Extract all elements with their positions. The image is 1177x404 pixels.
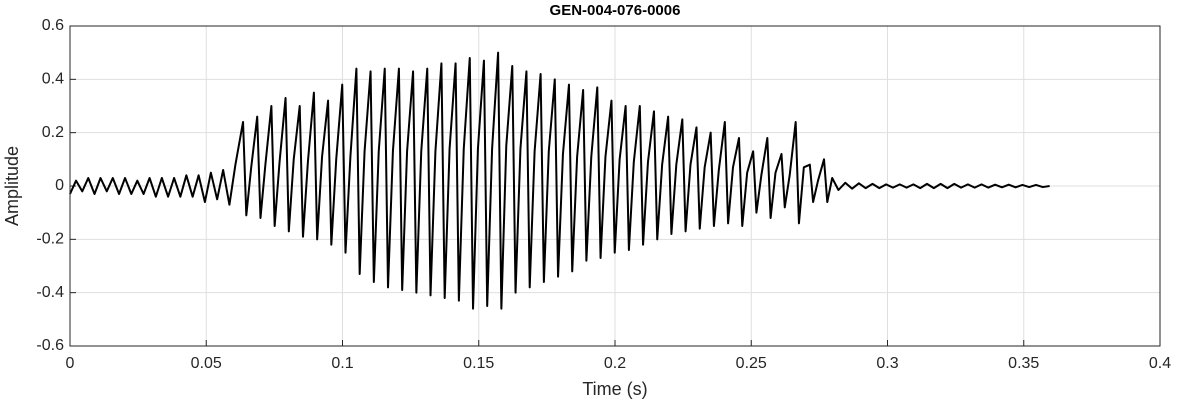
x-tick-label: 0 — [66, 355, 75, 372]
x-tick-label: 0.4 — [1149, 355, 1171, 372]
waveform-line — [69, 51, 1050, 310]
y-tick-label: 0.4 — [42, 71, 64, 88]
x-tick-label: 0.05 — [191, 355, 222, 372]
y-tick-label: 0 — [55, 177, 64, 194]
y-tick-label: 0.2 — [42, 124, 64, 141]
x-tick-label: 0.2 — [604, 355, 626, 372]
plot-border — [69, 25, 1161, 347]
x-tick-label: 0.35 — [1008, 355, 1039, 372]
y-axis-label: Amplitude — [2, 146, 22, 226]
y-tick-label: -0.4 — [36, 284, 64, 301]
x-tick-label: 0.25 — [736, 355, 767, 372]
y-tick-label: 0.6 — [42, 17, 64, 34]
x-axis-label: Time (s) — [582, 379, 647, 399]
x-tick-label: 0.1 — [331, 355, 353, 372]
y-tick-label: -0.2 — [36, 231, 64, 248]
x-tick-label: 0.15 — [463, 355, 494, 372]
chart-title: GEN-004-076-0006 — [550, 2, 681, 19]
y-tick-label: -0.6 — [36, 337, 64, 354]
x-tick-label: 0.3 — [876, 355, 898, 372]
